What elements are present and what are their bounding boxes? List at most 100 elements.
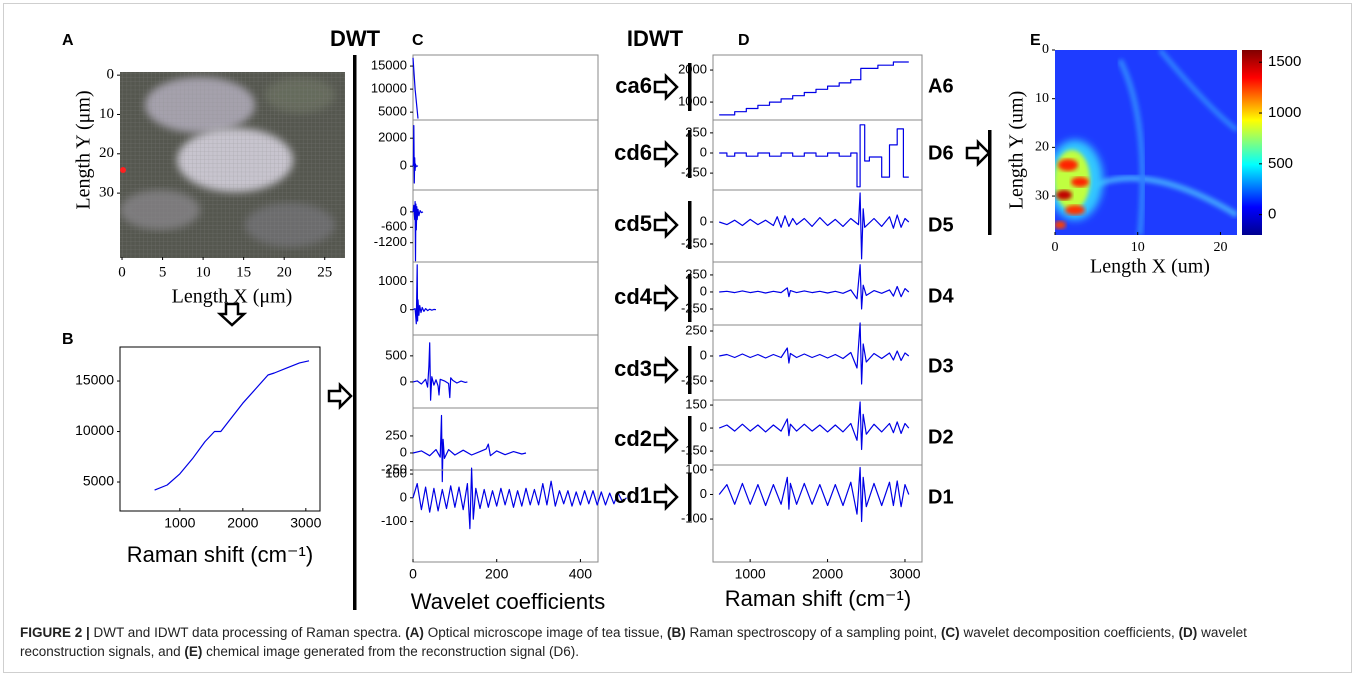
signal-line [719, 322, 910, 385]
divider-bar [353, 55, 357, 610]
y-tick-label: 100 [385, 465, 407, 480]
y-axis-label: Length Y (um) [1006, 91, 1028, 210]
x-tick-label: 5 [159, 264, 167, 280]
plot-frame [119, 346, 321, 512]
signal-label: D1 [928, 486, 954, 508]
y-tick-label: 0 [700, 486, 707, 501]
y-tick-label: 1000 [678, 94, 707, 109]
x-axis-label: Wavelet coefficients [411, 589, 605, 614]
y-tick-label: -250 [681, 165, 707, 180]
arrow [653, 425, 679, 455]
y-tick-label: 2000 [678, 61, 707, 76]
plot-frame [412, 261, 599, 336]
arrow [653, 139, 679, 169]
caption-text: DWT and IDWT data processing of Raman sp… [89, 625, 406, 640]
arrow [653, 210, 679, 240]
panel-label: E [1030, 32, 1041, 49]
arrow [653, 283, 679, 313]
x-tick-label: 20 [1213, 240, 1227, 255]
x-tick-label: 0 [1052, 240, 1059, 255]
signal-line [412, 467, 627, 530]
y-tick-label: 250 [685, 322, 707, 337]
colorbar [1242, 50, 1262, 235]
divider-bar [688, 63, 692, 111]
x-tick-label: 2000 [812, 566, 843, 582]
y-tick-label: 10000 [371, 81, 407, 96]
y-tick-label: 0 [400, 444, 407, 459]
divider-bar [688, 130, 692, 178]
chemical-image [1055, 50, 1237, 235]
plot-frame [712, 261, 923, 326]
signal-line [719, 192, 910, 260]
caption-text: wavelet decomposition coefficients, [959, 625, 1179, 640]
caption-text: chemical image generated from the recons… [202, 644, 580, 659]
coefficient-label: cd1 [614, 483, 652, 508]
divider-bar [688, 201, 692, 249]
panel-label: A [62, 32, 74, 49]
y-tick-label: 2000 [378, 130, 407, 145]
y-tick-label: 250 [385, 427, 407, 442]
signal-line [718, 401, 910, 451]
y-tick-label: -250 [681, 235, 707, 250]
x-tick-label: 1000 [735, 566, 766, 582]
signal-line [719, 61, 909, 116]
arrow [653, 72, 679, 102]
divider-bar [688, 346, 692, 394]
y-tick-label: 0 [700, 283, 707, 298]
divider-bar [688, 473, 692, 521]
x-axis-label: Length X (um) [1090, 256, 1210, 278]
y-axis-label: Length Y (μm) [73, 90, 95, 209]
x-axis-label: Raman shift (cm⁻¹) [725, 586, 911, 611]
plot-frame [712, 464, 923, 563]
coefficient-label: cd2 [614, 426, 652, 451]
caption-text: Raman spectroscopy of a sampling point, [685, 625, 941, 640]
arrow [653, 355, 679, 385]
y-tick-label: 500 [385, 347, 407, 362]
signal-label: D4 [928, 285, 954, 307]
coefficient-label: cd6 [614, 140, 652, 165]
y-tick-label: 150 [685, 396, 707, 411]
arrow [216, 302, 248, 327]
y-tick-label: 10 [99, 106, 114, 122]
signal-line [412, 57, 419, 119]
microscope-image [120, 72, 345, 258]
signal-line [719, 124, 909, 188]
y-tick-label: 0 [400, 301, 407, 316]
arrow [653, 482, 679, 512]
x-tick-label: 25 [317, 264, 332, 280]
signal-line [412, 264, 437, 325]
plot-frame [712, 189, 923, 263]
y-tick-label: 0 [400, 158, 407, 173]
y-tick-label: -600 [381, 219, 407, 234]
x-tick-label: 200 [485, 566, 509, 582]
x-tick-label: 0 [409, 566, 417, 582]
arrow [965, 138, 991, 168]
caption-text: wavelet reconstruction signals, and [20, 625, 1247, 659]
y-tick-label: 0 [400, 489, 407, 504]
x-tick-label: 10 [196, 264, 211, 280]
plot-frame [412, 189, 599, 263]
panel-label: D [738, 32, 750, 49]
y-tick-label: -250 [681, 372, 707, 387]
figure-border [3, 3, 1352, 673]
y-tick-label: 0 [700, 213, 707, 228]
signal-label: D6 [928, 142, 954, 164]
x-tick-label: 3000 [889, 566, 920, 582]
signal-label: A6 [928, 75, 954, 97]
plot-frame [412, 119, 599, 191]
signal-line [412, 125, 419, 184]
y-tick-label: 0 [700, 144, 707, 159]
divider-bar [688, 416, 692, 464]
idwt-label: IDWT [627, 26, 684, 51]
y-tick-label: 1000 [378, 273, 407, 288]
caption-emphasis: (B) [667, 625, 686, 640]
caption-text: Optical microscope image of tea tissue, [423, 625, 668, 640]
plot-frame [712, 324, 923, 401]
panel-label: C [412, 32, 424, 49]
y-tick-label: 0 [1042, 42, 1049, 57]
y-tick-label: 100 [685, 461, 707, 476]
colorbar-tick-label: 1500 [1268, 53, 1301, 70]
